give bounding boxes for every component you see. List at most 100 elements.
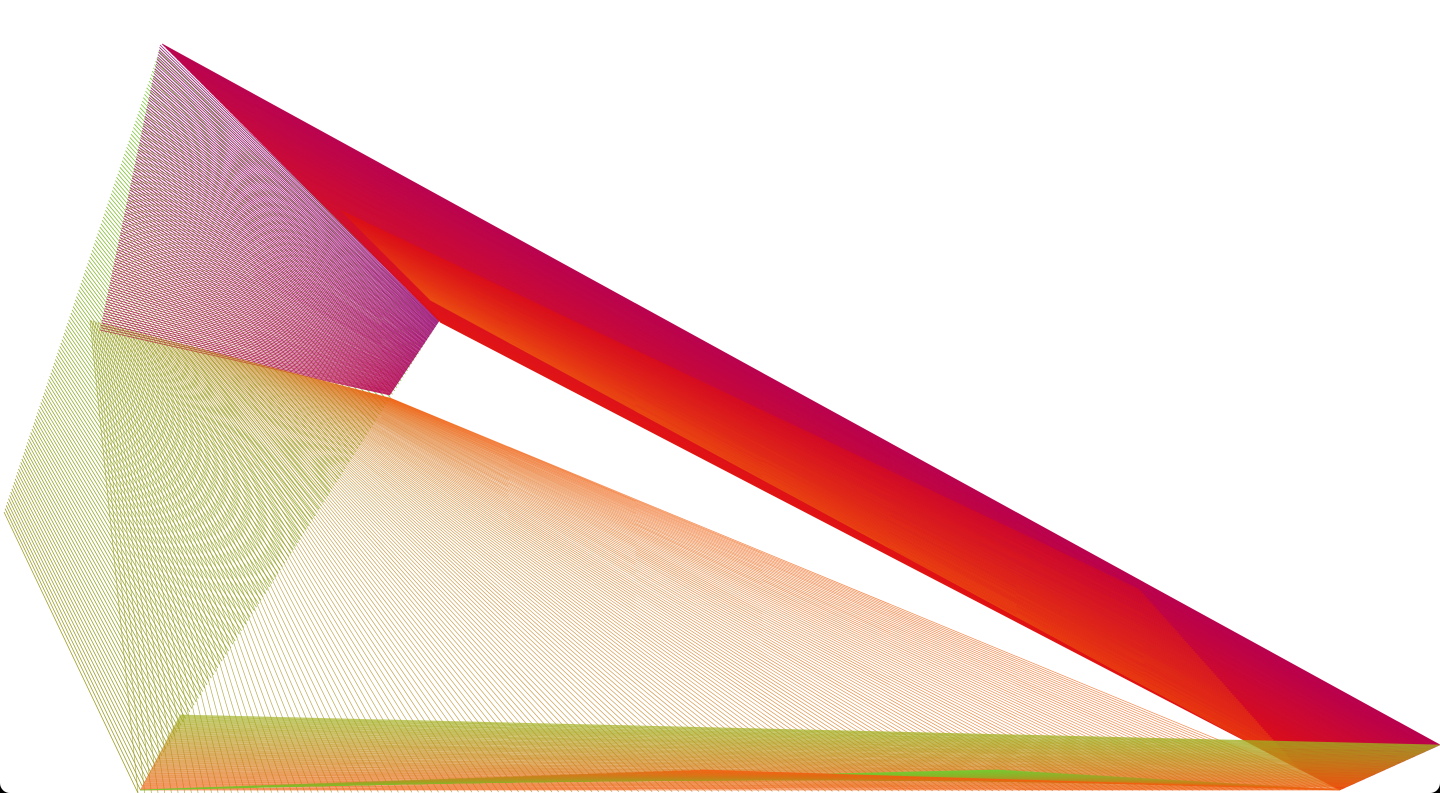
- yellow-sheet-line: [309, 376, 1020, 792]
- peak-purple-band-line: [158, 49, 440, 322]
- bottom-green-fan-line: [152, 765, 1372, 777]
- yellow-sheet-line: [161, 338, 426, 793]
- yellow-sheet-line: [166, 339, 446, 793]
- left-olive-band-line: [60, 342, 249, 621]
- peak-purple-band: [99, 44, 441, 396]
- yellow-sheet-line: [314, 378, 1040, 792]
- yellow-sheet-line: [144, 334, 359, 793]
- left-olive-band-line: [67, 322, 262, 601]
- left-olive-band-line: [66, 326, 260, 605]
- left-olive-band-line: [64, 329, 257, 608]
- red-streak-band-line: [378, 248, 1210, 669]
- yellow-sheet-line: [294, 373, 960, 792]
- yellow-sheet-line: [283, 370, 913, 792]
- peak-purple-band-line: [111, 275, 400, 381]
- peak-purple-band-line: [151, 85, 434, 331]
- peak-purple-band-line: [142, 125, 427, 342]
- yellow-sheet-line: [366, 391, 1247, 791]
- yellow-sheet-line: [281, 369, 907, 792]
- left-olive-band-line: [47, 382, 223, 662]
- peak-purple-band-line: [115, 256, 404, 376]
- peak-purple-band-line: [140, 134, 425, 345]
- peak-purple-band-line: [122, 220, 410, 367]
- peak-purple-band-line: [116, 248, 405, 375]
- yellow-sheet-line: [92, 320, 152, 793]
- bottom-green-fan-line: [163, 744, 1401, 764]
- red-streak-band-line: [379, 249, 1212, 671]
- left-olive-band-line: [29, 435, 188, 716]
- left-olive-band-line: [30, 432, 191, 713]
- red-streak-band-line: [428, 298, 1299, 769]
- yellow-sheet-line: [226, 355, 686, 792]
- peak-purple-band-line: [109, 284, 399, 384]
- left-olive-band-line: [4, 508, 141, 790]
- peak-purple-band-line: [152, 78, 435, 330]
- left-olive-band-line: [86, 266, 298, 544]
- yellow-sheet-line: [191, 346, 546, 793]
- yellow-sheet-line: [219, 353, 660, 792]
- yellow-sheet-line: [276, 368, 887, 792]
- yellow-sheet-line: [116, 326, 246, 793]
- peak-purple-band-line: [139, 142, 424, 346]
- yellow-sheet-line: [199, 348, 579, 793]
- yellow-sheet-line: [356, 388, 1207, 791]
- yellow-sheet-line: [371, 392, 1267, 791]
- bottom-green-fan-line: [175, 723, 1429, 751]
- left-olive-band-line: [88, 259, 303, 537]
- left-olive-band-line: [73, 302, 275, 581]
- peak-purple-band-line: [157, 54, 439, 323]
- left-olive-band-line: [80, 283, 288, 561]
- peak-purple-band-line: [136, 153, 422, 350]
- peak-purple-band-line: [149, 94, 432, 334]
- yellow-sheet-line: [349, 387, 1180, 791]
- yellow-sheet-line: [234, 357, 720, 792]
- yellow-sheet-line: [194, 347, 559, 793]
- yellow-sheet-line: [263, 364, 833, 792]
- red-streak-band-line: [414, 284, 1274, 741]
- red-streak-band-line: [340, 210, 1142, 593]
- bottom-green-fan-line: [173, 727, 1423, 754]
- bottom-green-fan-line: [167, 738, 1409, 760]
- red-streak-band-line: [424, 294, 1292, 761]
- yellow-sheet-line: [149, 335, 379, 793]
- yellow-sheet-line: [157, 337, 413, 793]
- yellow-sheet-line: [246, 360, 766, 792]
- bottom-green-fan-line: [154, 762, 1377, 774]
- peak-purple-band-line: [142, 127, 426, 343]
- bottom-green-fan-line: [162, 747, 1397, 765]
- left-olive-band-line: [24, 448, 180, 729]
- bottom-green-fan-line: [168, 735, 1412, 759]
- yellow-sheet-line: [301, 374, 987, 792]
- peak-purple-band-line: [143, 120, 427, 341]
- bottom-green-fan-line: [155, 760, 1380, 773]
- red-streak-band-line: [352, 222, 1164, 617]
- peak-purple-band-line: [132, 175, 418, 355]
- peak-purple-band-line: [127, 199, 414, 361]
- yellow-sheet-line: [142, 333, 353, 793]
- bottom-green-fan-line: [173, 726, 1425, 753]
- peak-purple-band-line: [130, 182, 417, 357]
- red-streak-band-line: [365, 235, 1187, 643]
- left-olive-band-line: [40, 402, 210, 682]
- peak-purple-band-line: [106, 296, 396, 387]
- peak-purple-band-line: [114, 260, 403, 378]
- peak-purple-band-line: [110, 279, 399, 383]
- yellow-sheet-line: [203, 349, 593, 793]
- bottom-green-fan-line: [141, 786, 1344, 789]
- yellow-sheet-line: [359, 389, 1220, 791]
- peak-purple-band-line: [156, 59, 438, 325]
- yellow-sheet-line: [112, 326, 232, 793]
- peak-purple-band-line: [123, 218, 410, 366]
- peak-purple-band-line: [105, 301, 396, 388]
- red-streak-band-line: [371, 241, 1198, 655]
- yellow-sheet-line: [228, 355, 693, 792]
- yellow-sheet-line: [204, 349, 600, 793]
- yellow-sheet-line: [201, 348, 586, 793]
- red-streak-band-line: [413, 283, 1272, 739]
- peak-purple-band-line: [107, 291, 397, 386]
- yellow-sheet-line: [213, 351, 633, 793]
- yellow-sheet-line: [243, 359, 753, 792]
- yellow-sheet-line: [211, 351, 626, 793]
- bottom-green-fan-line: [162, 746, 1398, 765]
- bottom-green-fan-line: [160, 751, 1391, 768]
